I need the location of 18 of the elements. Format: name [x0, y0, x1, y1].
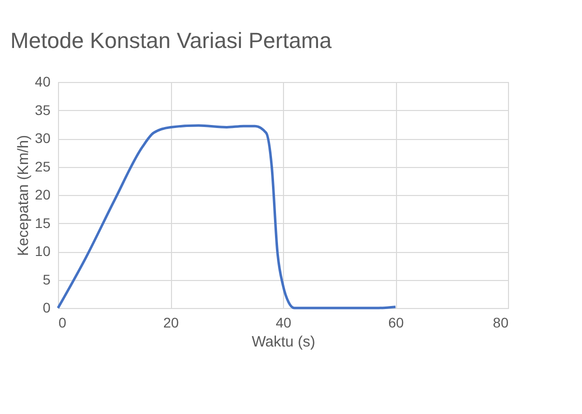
x-axis-title: Waktu (s) [252, 334, 316, 350]
y-tick-label: 40 [34, 74, 51, 90]
x-tick-label: 0 [58, 314, 66, 330]
y-tick-label: 20 [34, 186, 51, 202]
y-axis-title: Kecepatan (Km/h) [14, 135, 32, 256]
x-tick-label: 60 [388, 314, 404, 330]
y-tick-label: 30 [34, 130, 51, 146]
x-tick-label: 80 [492, 314, 509, 330]
y-tick-label: 5 [42, 271, 51, 288]
y-tick-label: 35 [34, 102, 51, 118]
y-tick-label: 0 [42, 300, 51, 316]
y-tick-label: 10 [34, 243, 51, 259]
x-tick-label: 40 [276, 314, 292, 330]
y-tick-label: 25 [34, 158, 51, 174]
y-tick-label: 15 [34, 214, 51, 231]
x-tick-label: 20 [163, 314, 179, 330]
chart-title: Metode Konstan Variasi Pertama [10, 28, 332, 53]
line-series [56, 124, 397, 310]
